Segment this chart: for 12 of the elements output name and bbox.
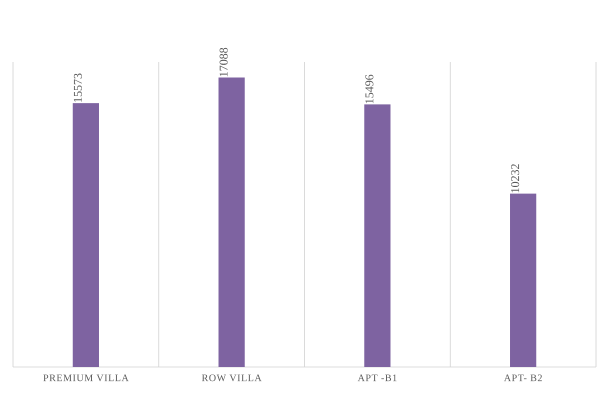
x-tick-label: APT -B1 xyxy=(358,374,397,382)
data-label: 17088 xyxy=(220,48,228,76)
data-label: 10232 xyxy=(511,164,520,192)
bar xyxy=(218,77,245,367)
bar xyxy=(364,104,390,367)
x-tick-label: PREMIUM VILLA xyxy=(43,374,129,382)
bar xyxy=(510,194,536,367)
x-tick-label: ROW VILLA xyxy=(202,374,262,382)
data-label: 15496 xyxy=(365,74,374,104)
data-label: 15573 xyxy=(74,73,82,102)
bar xyxy=(72,103,99,367)
x-tick-label: APT- B2 xyxy=(504,374,542,382)
